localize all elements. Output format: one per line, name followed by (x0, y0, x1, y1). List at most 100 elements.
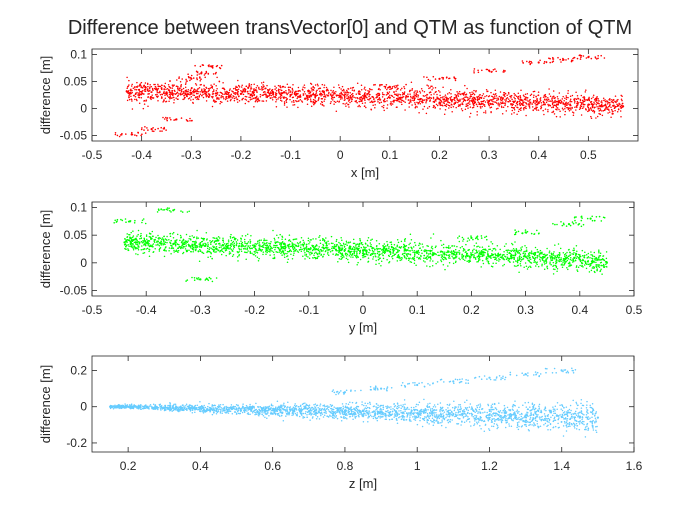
data-point (541, 104, 543, 106)
data-point (490, 71, 493, 73)
data-point (137, 85, 139, 87)
data-point (164, 82, 167, 85)
data-point (181, 78, 183, 80)
data-point (203, 85, 205, 87)
data-point (176, 247, 179, 249)
data-point (529, 62, 532, 65)
data-point (242, 93, 245, 96)
data-point (383, 249, 385, 252)
data-point (337, 84, 340, 86)
data-point (489, 102, 491, 105)
data-point (294, 95, 297, 97)
data-point (598, 112, 600, 115)
data-point (467, 98, 470, 100)
data-point (469, 116, 471, 118)
data-point (240, 248, 242, 250)
data-point (458, 253, 461, 255)
data-point (607, 108, 610, 110)
data-point (368, 95, 370, 98)
data-point (497, 107, 499, 110)
data-point (156, 91, 159, 93)
data-point (433, 100, 436, 102)
data-point (610, 116, 612, 118)
data-point (475, 251, 478, 254)
data-point (561, 266, 564, 268)
data-point (219, 67, 222, 70)
data-point (130, 231, 132, 234)
data-point (462, 255, 465, 258)
data-point (526, 96, 529, 99)
data-point (325, 89, 328, 92)
data-point (378, 253, 380, 256)
data-point (143, 244, 145, 246)
data-point (157, 240, 160, 243)
data-point (315, 92, 318, 94)
data-point (446, 76, 448, 78)
data-point (218, 237, 221, 239)
data-point (202, 93, 204, 95)
data-point (528, 253, 530, 256)
data-point (127, 238, 129, 241)
data-point (291, 93, 293, 95)
data-point (414, 103, 417, 106)
data-point (282, 250, 284, 253)
data-point (531, 103, 534, 105)
data-point (457, 101, 459, 104)
data-point (488, 99, 491, 103)
data-point (144, 132, 147, 134)
data-point (267, 90, 270, 92)
data-point (134, 92, 137, 94)
data-point (598, 100, 600, 102)
data-point (212, 237, 214, 239)
data-point (389, 253, 392, 255)
data-point (277, 84, 280, 87)
data-point (499, 254, 501, 256)
data-point (175, 97, 177, 99)
data-point (344, 252, 347, 255)
data-point (536, 257, 539, 259)
data-point (214, 251, 216, 253)
data-point (230, 243, 232, 246)
data-point (494, 247, 496, 250)
data-point (298, 100, 300, 102)
data-point (340, 249, 342, 251)
data-point (131, 131, 133, 134)
data-point (542, 257, 544, 259)
data-point (546, 247, 548, 250)
data-point (471, 91, 473, 93)
data-point (443, 98, 446, 100)
data-point (434, 91, 437, 93)
data-point (315, 90, 318, 93)
data-point (232, 87, 235, 90)
data-point (125, 240, 128, 243)
data-point (414, 90, 416, 92)
data-point (365, 253, 368, 256)
data-point (464, 96, 466, 99)
data-point (385, 248, 388, 251)
data-point (137, 253, 139, 256)
data-point (590, 115, 592, 118)
data-point (396, 256, 398, 258)
data-point (288, 234, 291, 236)
data-point (322, 239, 324, 242)
data-point (494, 89, 497, 92)
data-point (576, 269, 578, 271)
x-tick-label: -0.4 (131, 148, 152, 162)
data-point (421, 243, 424, 245)
data-point (562, 108, 564, 111)
data-point (236, 239, 239, 241)
data-point (486, 90, 488, 93)
data-point (461, 255, 463, 257)
data-point (475, 103, 478, 106)
data-point (303, 84, 306, 86)
data-point (344, 248, 347, 250)
data-point (171, 91, 173, 93)
data-point (487, 250, 489, 252)
data-point (539, 100, 541, 103)
data-point (450, 99, 453, 101)
data-point (419, 100, 421, 103)
data-point (306, 95, 308, 98)
data-point (402, 246, 405, 249)
data-point (566, 256, 569, 259)
data-point (532, 256, 534, 258)
